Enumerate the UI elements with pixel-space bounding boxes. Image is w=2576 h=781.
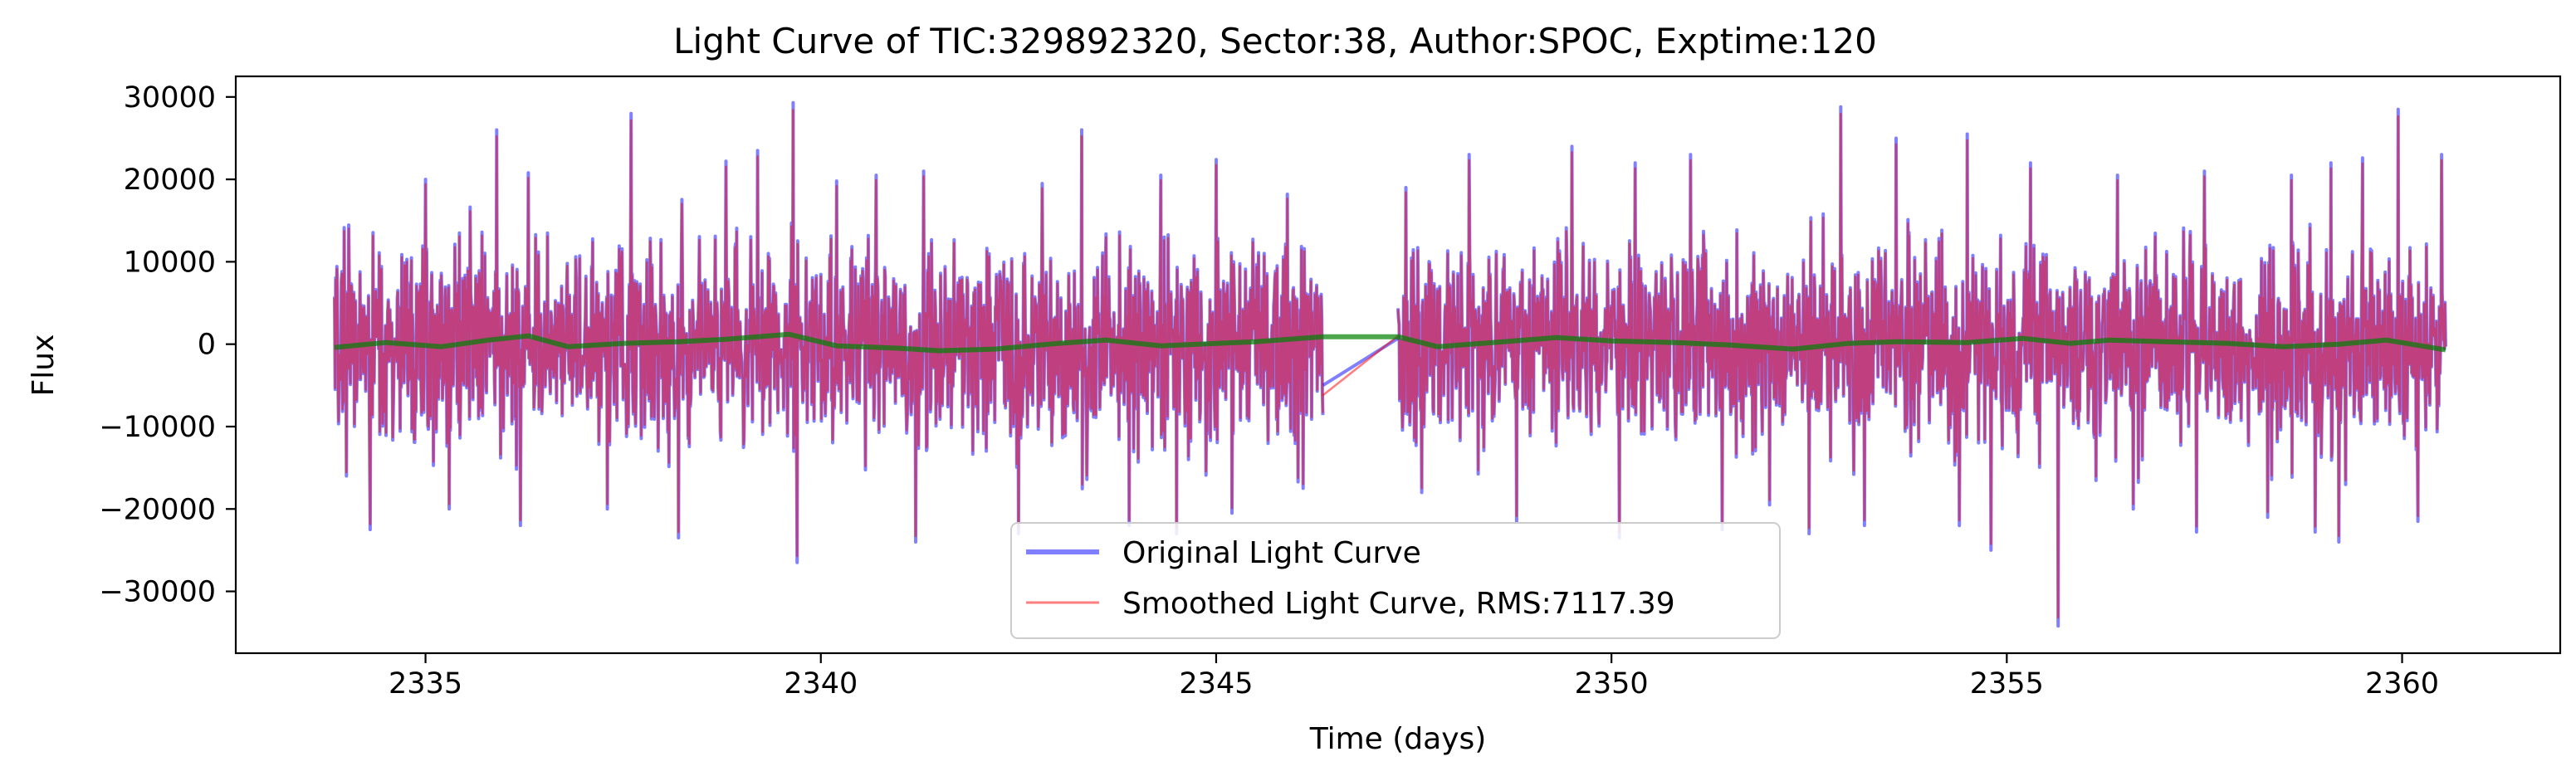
legend: Original Light Curve Smoothed Light Curv… — [1010, 522, 1781, 639]
x-axis: 2335 2340 2345 2350 2355 2360 — [389, 653, 2439, 700]
plot-frame — [234, 75, 2562, 655]
smoothed-curve-gap-link — [1322, 334, 1399, 397]
legend-label-smoothed: Smoothed Light Curve, RMS:7117.39 — [1122, 587, 1675, 621]
y-axis: −30000 −20000 −10000 0 10000 20000 30000 — [99, 81, 236, 609]
x-tick-label: 2340 — [784, 667, 858, 700]
plot-area — [333, 100, 2447, 628]
y-tick-label: −30000 — [99, 576, 216, 609]
x-tick-label: 2355 — [1970, 667, 2044, 700]
smoothed-curve-segment — [1396, 113, 2447, 619]
y-tick-label: 0 — [198, 329, 216, 362]
trend-curve — [334, 331, 2446, 354]
x-tick-label: 2335 — [389, 667, 462, 700]
x-axis-label: Time (days) — [1309, 722, 1487, 756]
legend-box — [1010, 522, 1781, 639]
legend-label-original: Original Light Curve — [1122, 536, 1421, 570]
chart-title: Light Curve of TIC:329892320, Sector:38,… — [673, 21, 1877, 61]
x-tick-label: 2350 — [1575, 667, 1649, 700]
y-tick-label: −20000 — [99, 493, 216, 526]
x-tick-label: 2345 — [1179, 667, 1253, 700]
x-tick-label: 2360 — [2365, 667, 2439, 700]
y-axis-label: Flux — [27, 334, 61, 397]
y-tick-label: 20000 — [124, 164, 216, 197]
y-tick-label: 30000 — [124, 81, 216, 115]
y-tick-label: −10000 — [99, 411, 216, 444]
y-tick-label: 10000 — [124, 246, 216, 279]
